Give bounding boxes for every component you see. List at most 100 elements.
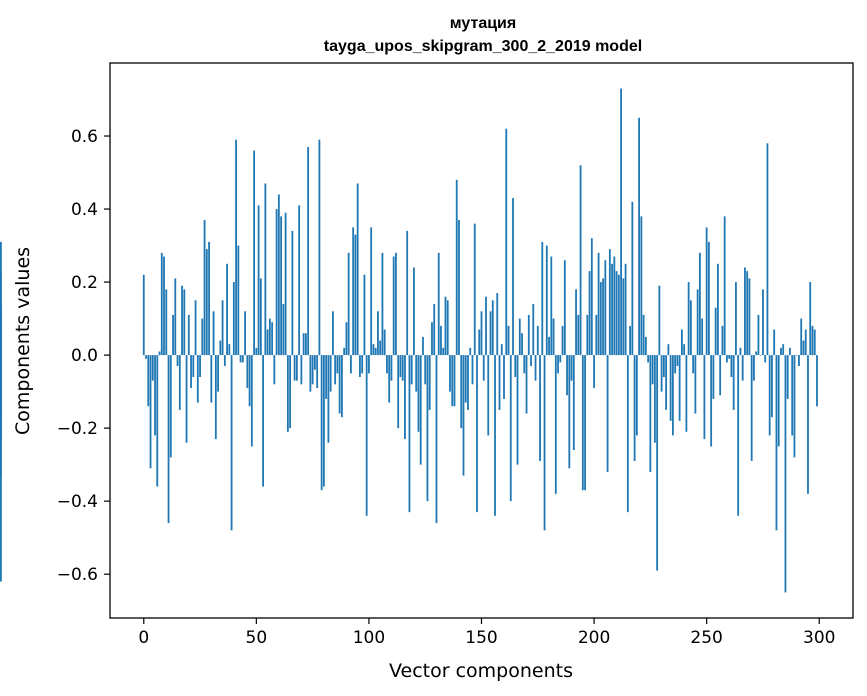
y-axis-ticks: −0.6 −0.4 −0.2 0.0 0.2 0.4 0.6 — [57, 127, 110, 585]
bar — [329, 355, 332, 392]
bar — [586, 314, 589, 356]
bar — [651, 355, 654, 385]
bar — [327, 355, 330, 443]
bar — [404, 355, 406, 440]
bar — [739, 347, 742, 356]
bar — [503, 355, 505, 399]
bar — [543, 355, 546, 531]
bar — [169, 355, 172, 458]
bar — [735, 282, 737, 356]
bar — [608, 249, 611, 356]
bar — [395, 252, 397, 356]
bar — [705, 227, 708, 356]
bar — [181, 285, 183, 356]
bars-group — [0, 88, 818, 593]
bar — [379, 340, 382, 356]
bar — [649, 355, 652, 472]
bar — [149, 355, 152, 469]
bar — [212, 311, 215, 356]
bar — [566, 355, 568, 396]
bar — [458, 220, 460, 356]
bar — [611, 263, 613, 356]
bar — [593, 355, 595, 388]
bar — [762, 289, 764, 356]
bar — [363, 274, 366, 356]
bar — [489, 311, 492, 356]
bar — [804, 329, 807, 356]
bar — [214, 355, 217, 440]
x-tick-label: 300 — [803, 628, 835, 648]
bar — [723, 216, 726, 356]
bar — [221, 300, 224, 356]
bar — [548, 336, 550, 356]
bar — [496, 293, 499, 356]
bar — [584, 355, 586, 491]
bar — [185, 355, 188, 443]
y-tick-label: 0.0 — [71, 346, 98, 366]
bar — [199, 355, 201, 378]
bar — [588, 271, 591, 356]
bar — [268, 318, 271, 356]
bar — [280, 216, 283, 356]
bar — [413, 267, 415, 356]
bar — [156, 355, 159, 487]
bar — [813, 329, 816, 356]
bar — [428, 355, 431, 410]
bar — [239, 355, 242, 363]
bar — [372, 344, 375, 356]
bar — [449, 355, 451, 392]
bar — [142, 274, 145, 356]
bar — [167, 355, 170, 524]
bar — [201, 318, 204, 356]
bar — [642, 314, 645, 356]
bar — [699, 252, 701, 356]
bar — [773, 329, 776, 356]
bar — [708, 241, 710, 356]
bar — [602, 278, 604, 356]
y-tick-label: −0.2 — [57, 419, 98, 439]
bar — [455, 179, 458, 356]
bar — [678, 355, 681, 421]
bar — [237, 245, 240, 356]
bar — [264, 183, 267, 356]
bar — [304, 333, 307, 356]
bar — [523, 355, 526, 374]
bar — [309, 355, 312, 392]
bar — [550, 256, 553, 356]
bar — [282, 303, 285, 356]
x-tick-label: 100 — [353, 628, 385, 648]
bar — [406, 230, 409, 356]
bar — [662, 355, 665, 378]
bar — [435, 355, 438, 524]
bar — [692, 355, 695, 374]
bar — [624, 263, 627, 356]
bar — [771, 355, 773, 418]
bar — [491, 300, 494, 356]
bar — [464, 355, 467, 403]
bar — [505, 128, 508, 356]
y-tick-label: 0.2 — [71, 273, 98, 293]
bar — [183, 289, 186, 356]
bar — [354, 234, 357, 356]
bar — [397, 355, 400, 429]
bar — [219, 340, 222, 356]
bar — [572, 355, 575, 451]
bar — [674, 355, 677, 374]
bar — [255, 347, 258, 356]
bar — [561, 325, 564, 356]
bar — [557, 355, 559, 374]
bar — [753, 355, 755, 381]
bar — [0, 333, 2, 356]
bar — [514, 355, 517, 378]
bar — [350, 355, 352, 374]
bar — [377, 311, 379, 356]
bar — [710, 355, 713, 447]
bar — [671, 355, 674, 436]
bar — [241, 355, 244, 363]
bar — [793, 355, 796, 458]
bar — [512, 198, 514, 356]
bar — [453, 355, 456, 407]
bar — [732, 355, 735, 410]
bar — [284, 212, 287, 356]
bar — [613, 256, 616, 356]
